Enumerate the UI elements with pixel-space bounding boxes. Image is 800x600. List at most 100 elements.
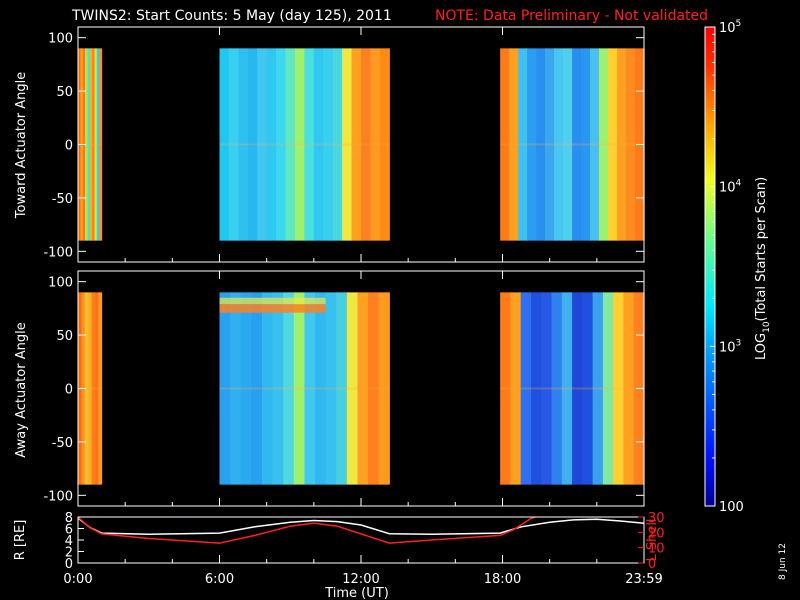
middle-zero-row <box>500 387 644 390</box>
middle-block-2-stripe <box>530 292 542 485</box>
middle-ytick-label: 100 <box>48 276 73 291</box>
top-block-2-stripe <box>572 48 582 241</box>
middle-block-2-stripe <box>561 292 573 485</box>
middle-ytick-label: 50 <box>56 329 73 344</box>
data-note: NOTE: Data Preliminary - Not validated <box>435 8 708 24</box>
top-ylabel: Toward Actuator Angle <box>14 72 29 219</box>
top-block-1-stripe <box>219 48 230 241</box>
middle-zero-row <box>78 387 102 390</box>
bottom-left-ytick-label: 6 <box>65 523 73 538</box>
top-zero-row <box>500 143 644 146</box>
middle-block-1-stripe <box>304 292 316 485</box>
colorbar-tick-label: 104 <box>719 179 742 196</box>
top-block-1-stripe <box>276 48 287 241</box>
l-shell-line <box>78 517 538 544</box>
middle-block-2-stripe <box>500 292 512 485</box>
top-block-0-stripe <box>92 48 96 241</box>
middle-block-1-stripe <box>357 292 369 485</box>
bottom-right-ytick-label: 30 <box>648 511 665 526</box>
bottom-left-ytick-label: 2 <box>65 546 73 561</box>
middle-block-1-stripe <box>293 292 305 485</box>
top-block-1-stripe <box>361 48 372 241</box>
top-block-2-stripe <box>608 48 618 241</box>
bottom-left-ytick-label: 4 <box>65 534 73 549</box>
top-block-0-stripe <box>89 48 93 241</box>
middle-block-2-stripe <box>572 292 583 485</box>
top-block-1-stripe <box>294 48 305 241</box>
middle-block-1-stripe <box>240 292 252 485</box>
bottom-right-ytick-label: 20 <box>648 526 665 541</box>
middle-ylabel: Away Actuator Angle <box>14 322 29 457</box>
middle-block-1-stripe <box>315 292 327 485</box>
top-block-2-stripe <box>563 48 573 241</box>
colorbar-tick-label: 105 <box>719 19 741 36</box>
top-block-1-stripe <box>304 48 315 241</box>
middle-block-2-stripe <box>551 292 563 485</box>
middle-ytick-label: 0 <box>65 383 73 398</box>
bottom-left-ytick-label: 0 <box>65 557 73 572</box>
middle-block-1-stripe <box>219 292 231 485</box>
middle-block-1-stripe <box>251 292 263 485</box>
top-block-1-stripe <box>323 48 334 241</box>
top-block-0-stripe <box>94 48 98 241</box>
middle-block-0-stripe <box>98 292 103 485</box>
top-block-2-stripe <box>590 48 600 241</box>
top-block-0-stripe <box>85 48 89 241</box>
top-zero-row <box>78 143 102 146</box>
bottom-right-ytick-label: 0 <box>648 557 656 572</box>
date-stamp: 8 Jun 12 <box>778 543 788 580</box>
top-block-2-stripe <box>536 48 546 241</box>
bottom-left-ylabel: R [RE] <box>13 520 28 561</box>
top-block-1-stripe <box>313 48 324 241</box>
top-block-2-stripe <box>581 48 591 241</box>
x-tick-label: 0:00 <box>63 572 92 587</box>
middle-block-1-stripe <box>378 292 390 485</box>
toward-angle-panel: 100 50 0 -50 -100 <box>43 26 645 263</box>
top-block-1-stripe <box>266 48 277 241</box>
x-tick-label: 12:00 <box>342 572 379 587</box>
top-block-2-stripe <box>518 48 528 241</box>
top-block-0-stripe <box>99 48 103 241</box>
middle-block-1-stripe <box>230 292 242 485</box>
top-block-2-stripe <box>626 48 636 241</box>
middle-hot-band <box>219 304 326 313</box>
middle-block-0-stripe <box>94 292 99 485</box>
top-block-2-stripe <box>509 48 519 241</box>
top-block-1-stripe <box>342 48 353 241</box>
middle-zero-row <box>219 387 390 390</box>
middle-block-1-stripe <box>346 292 359 485</box>
middle-block-1-stripe <box>272 292 284 485</box>
middle-block-2-stripe <box>541 292 553 485</box>
top-block-2-stripe <box>617 48 627 241</box>
x-axis-label: Time (UT) <box>324 586 389 600</box>
top-block-1-stripe <box>379 48 390 241</box>
top-block-1-stripe <box>238 48 249 241</box>
colorbar-tick-label: 100 <box>719 500 744 515</box>
top-block-1-stripe <box>257 48 268 241</box>
middle-block-0-stripe <box>84 292 89 485</box>
middle-block-2-stripe <box>582 292 594 485</box>
top-block-0-stripe <box>87 48 91 241</box>
top-block-1-stripe <box>228 48 239 241</box>
colorbar-gradient <box>705 27 715 506</box>
top-ytick-label: -50 <box>52 192 73 207</box>
middle-block-2-stripe <box>520 292 532 485</box>
colorbar-tick-label: 103 <box>719 338 741 355</box>
x-tick-label: 18:00 <box>484 572 521 587</box>
top-zero-row <box>219 143 390 146</box>
middle-block-2-stripe <box>592 292 604 485</box>
top-block-1-stripe <box>332 48 343 241</box>
top-ytick-label: 100 <box>48 32 73 47</box>
middle-hot-band-edge <box>219 297 326 305</box>
top-block-2-stripe <box>500 48 510 241</box>
top-block-2-stripe <box>554 48 564 241</box>
middle-ytick-label: -100 <box>43 489 73 504</box>
middle-block-1-stripe <box>336 292 348 485</box>
colorbar: 105 104 103 100 <box>704 19 744 515</box>
r-distance-line <box>78 517 644 536</box>
middle-block-0-stripe <box>91 292 96 485</box>
colorbar-label: LOG10(Total Starts per Scan) <box>754 177 772 360</box>
middle-block-2-stripe <box>613 292 625 485</box>
